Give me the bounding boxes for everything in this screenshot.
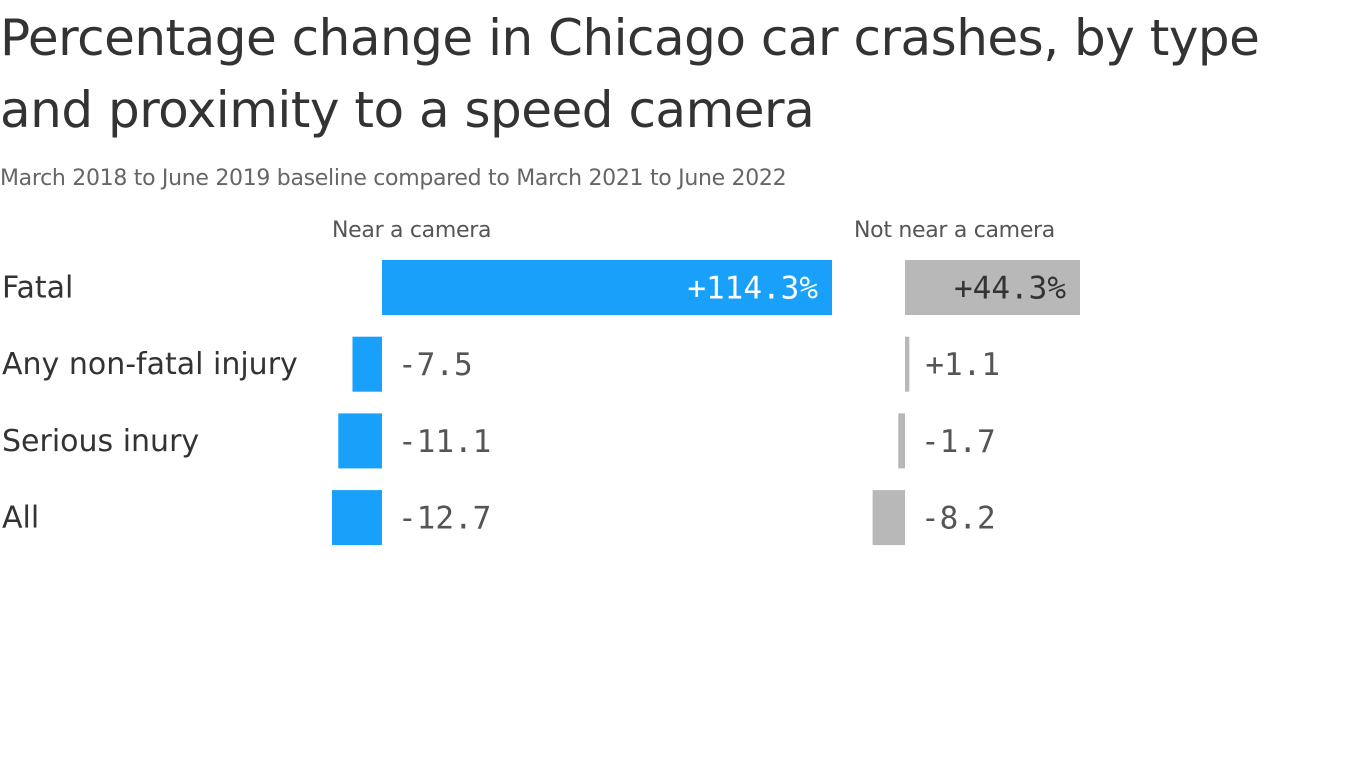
data-label: +44.3%	[954, 271, 1066, 307]
data-label: -1.7	[921, 424, 996, 460]
chart-title: Percentage change in Chicago car crashes…	[0, 9, 1260, 139]
bar	[905, 260, 1080, 315]
bar	[905, 336, 910, 392]
panel-label-near-camera: Near a camera	[332, 218, 492, 243]
data-label: -11.1	[398, 424, 491, 460]
panel-label-not-near-camera: Not near a camera	[854, 218, 1055, 243]
bar	[872, 490, 905, 546]
bar	[352, 336, 382, 392]
data-label: +1.1	[925, 347, 1000, 383]
bar	[338, 413, 382, 469]
bar	[382, 260, 832, 315]
category-label: All	[2, 501, 39, 536]
chart-subtitle: March 2018 to June 2019 baseline compare…	[0, 166, 787, 191]
bar	[898, 413, 905, 469]
bar	[332, 490, 382, 546]
data-label: -8.2	[921, 501, 996, 537]
category-label: Serious inury	[2, 424, 199, 459]
data-label: -7.5	[398, 347, 473, 383]
category-label: Fatal	[2, 271, 73, 306]
category-label: Any non-fatal injury	[2, 347, 298, 382]
data-label: -12.7	[398, 501, 491, 537]
data-label: +114.3%	[687, 271, 818, 307]
